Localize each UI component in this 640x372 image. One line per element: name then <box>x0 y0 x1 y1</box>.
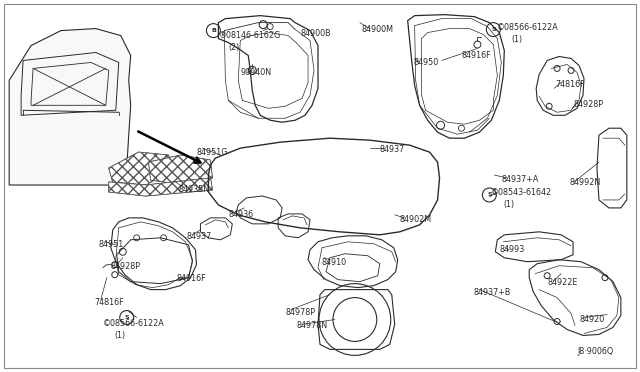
Text: S: S <box>487 192 492 198</box>
Text: (1): (1) <box>115 331 126 340</box>
Text: 84900M: 84900M <box>362 25 394 33</box>
Text: 84916F: 84916F <box>177 274 206 283</box>
Text: ©08543-61642: ©08543-61642 <box>492 188 552 197</box>
Polygon shape <box>148 155 212 185</box>
Polygon shape <box>9 29 131 185</box>
Polygon shape <box>109 178 212 196</box>
Text: 84950: 84950 <box>413 58 439 67</box>
Text: 90940N: 90940N <box>240 68 271 77</box>
Text: 84951G: 84951G <box>196 148 228 157</box>
Text: ©08566-6122A: ©08566-6122A <box>103 320 164 328</box>
Text: 74816F: 74816F <box>95 298 124 307</box>
Text: 84922E: 84922E <box>547 278 577 287</box>
Polygon shape <box>109 152 173 185</box>
Text: 84902M: 84902M <box>400 215 432 224</box>
Text: 84993: 84993 <box>499 245 525 254</box>
Text: J8·9006Q: J8·9006Q <box>577 347 613 356</box>
Text: ©08566-6122A: ©08566-6122A <box>497 23 559 32</box>
Text: (1): (1) <box>511 35 522 44</box>
Text: 84916F: 84916F <box>461 51 491 60</box>
Text: 84935N: 84935N <box>179 185 210 194</box>
Text: 84978P: 84978P <box>285 308 315 317</box>
Text: 84951: 84951 <box>99 240 124 249</box>
Text: (1): (1) <box>503 200 515 209</box>
Text: B: B <box>211 28 216 33</box>
Text: ®08146-6162G: ®08146-6162G <box>218 31 280 39</box>
Text: S: S <box>491 27 495 32</box>
Text: 74816F: 74816F <box>555 80 585 89</box>
Text: 84937: 84937 <box>186 232 212 241</box>
Text: 84937+A: 84937+A <box>501 175 539 184</box>
Text: 84936: 84936 <box>228 210 253 219</box>
Text: S: S <box>124 315 129 320</box>
Text: 84928P: 84928P <box>573 100 603 109</box>
Text: 84937+B: 84937+B <box>474 288 511 296</box>
Text: 84937: 84937 <box>380 145 405 154</box>
Text: 84978N: 84978N <box>296 321 327 330</box>
Text: 84900B: 84900B <box>300 29 331 38</box>
Text: (2): (2) <box>228 42 239 52</box>
Text: 84910: 84910 <box>322 258 347 267</box>
Text: 84920: 84920 <box>579 314 604 324</box>
Text: 84928P: 84928P <box>111 262 141 271</box>
Text: 84992N: 84992N <box>569 178 600 187</box>
